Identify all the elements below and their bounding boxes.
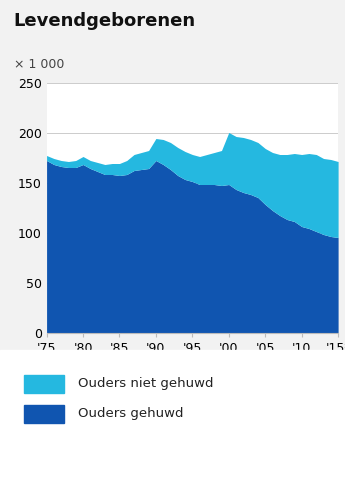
Text: Ouders gehuwd: Ouders gehuwd (78, 407, 183, 420)
Text: × 1 000: × 1 000 (14, 58, 64, 70)
Text: Ouders niet gehuwd: Ouders niet gehuwd (78, 378, 213, 390)
Text: Levendgeborenen: Levendgeborenen (14, 12, 196, 30)
